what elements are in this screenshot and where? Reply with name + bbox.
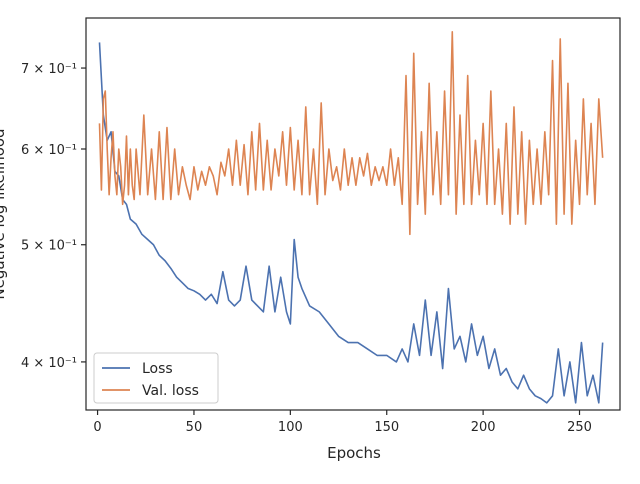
legend: Loss Val. loss [93,352,219,404]
x-axis-label: Epochs [327,444,381,462]
y-axis-label: Negative log likelihood [0,128,8,299]
x-tick-label: 100 [278,420,303,435]
y-tick-label: 6 × 10⁻¹ [21,143,77,158]
y-tick-label: 5 × 10⁻¹ [21,239,77,254]
series-line-val-loss [98,31,604,236]
x-tick-label: 0 [93,420,101,435]
axes-layer: 0 50 100 150 200 250 4 × 10⁻¹ 5 × 10⁻¹ 6 × 10⁻¹ 7… [21,17,621,435]
x-tick-label: 250 [567,420,592,435]
y-tick-label: 7 × 10⁻¹ [21,62,77,77]
series-layer [98,31,604,404]
x-tick-label: 150 [374,420,399,435]
legend-label-loss: Loss [142,361,173,377]
x-tick-label: 200 [471,420,496,435]
x-tick-label: 50 [186,420,203,435]
series-line-loss [98,42,604,404]
legend-label-val-loss: Val. loss [142,383,199,399]
y-tick-label: 4 × 10⁻¹ [21,356,77,371]
plot-frame [85,17,621,411]
